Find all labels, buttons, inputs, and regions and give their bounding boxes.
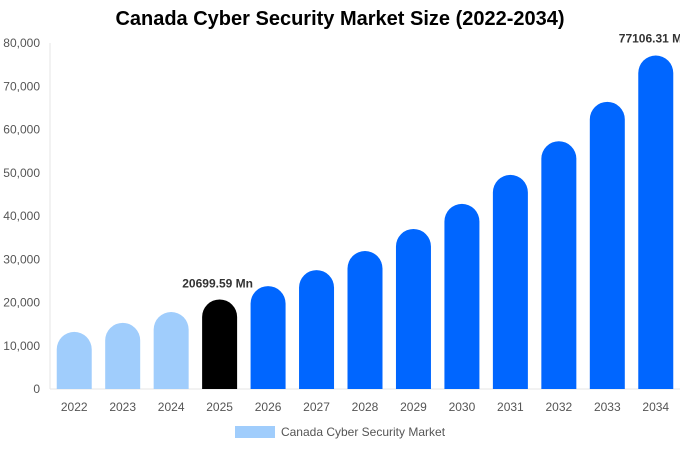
bar-2025 (202, 299, 238, 389)
x-tick-label: 2026 (255, 400, 282, 414)
y-tick-label: 80,000 (3, 36, 40, 50)
x-tick-label: 2029 (400, 400, 427, 414)
bar-2023 (105, 322, 141, 389)
x-tick-label: 2027 (303, 400, 330, 414)
y-tick-label: 20,000 (3, 296, 40, 310)
x-tick-label: 2032 (545, 400, 572, 414)
bar-2029 (395, 228, 431, 389)
bar-2027 (299, 270, 335, 389)
bar-2028 (347, 251, 383, 389)
y-tick-label: 30,000 (3, 252, 40, 266)
legend-label: Canada Cyber Security Market (280, 425, 446, 439)
bar-2030 (444, 203, 480, 389)
bar-2026 (250, 286, 286, 389)
x-tick-label: 2033 (594, 400, 621, 414)
chart-title: Canada Cyber Security Market Size (2022-… (115, 8, 565, 30)
x-tick-label: 2034 (642, 400, 669, 414)
x-tick-label: 2023 (109, 400, 136, 414)
x-tick-label: 2022 (61, 400, 88, 414)
legend-swatch (234, 426, 275, 438)
y-tick-label: 60,000 (3, 123, 40, 137)
bar-2034 (638, 55, 674, 390)
x-tick-label: 2025 (206, 400, 233, 414)
bar-2022 (56, 331, 92, 389)
y-tick-label: 50,000 (3, 166, 40, 180)
bar-2033 (589, 101, 625, 389)
x-tick-label: 2028 (352, 400, 379, 414)
legend[interactable]: Canada Cyber Security Market (0, 425, 680, 439)
data-label-2034: 77106.31 Mn (619, 32, 680, 46)
y-tick-label: 10,000 (3, 339, 40, 353)
bar-2032 (541, 141, 577, 389)
data-label-2025: 20699.59 Mn (182, 276, 253, 290)
x-tick-label: 2030 (449, 400, 476, 414)
x-tick-label: 2024 (158, 400, 185, 414)
bar-2024 (153, 312, 189, 389)
x-tick-label: 2031 (497, 400, 524, 414)
y-tick-label: 40,000 (3, 209, 40, 223)
bar-2031 (492, 174, 528, 389)
y-tick-label: 70,000 (3, 79, 40, 93)
y-tick-label: 0 (33, 382, 40, 396)
